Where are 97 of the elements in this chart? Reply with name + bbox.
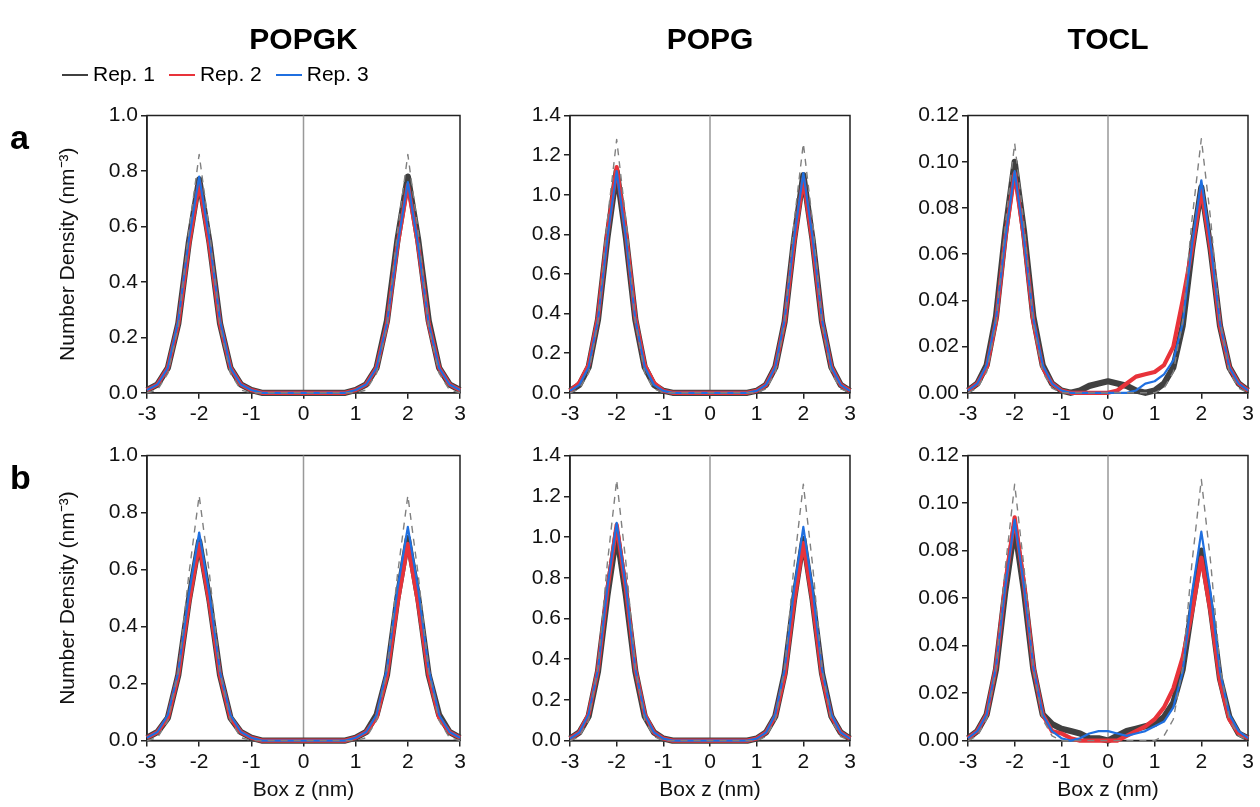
y-tick-label: 1.0 [108, 102, 138, 126]
x-tick-label: -3 [560, 401, 580, 425]
x-tick-label: 0 [1102, 401, 1114, 425]
x-tick-label: 3 [454, 401, 466, 425]
y-tick-label: 0.2 [108, 324, 138, 348]
x-tick-label: -1 [1051, 401, 1071, 425]
y-tick-label: 0.6 [531, 605, 561, 629]
x-tick-label: 2 [401, 401, 414, 425]
x-tick-label: -1 [653, 749, 673, 772]
y-tick-label: 0.12 [918, 442, 959, 466]
y-tick-label: 1.2 [531, 142, 561, 165]
y-tick-label: 1.2 [531, 483, 561, 507]
text: b [10, 458, 31, 497]
y-tick-label: 0.2 [531, 686, 561, 710]
legend-label: Rep. 1 [93, 62, 155, 85]
x-tick-label: 2 [401, 749, 414, 772]
x-tick-label: -1 [653, 401, 673, 425]
x-tick-label: 3 [844, 401, 856, 425]
y-tick-label: 0.06 [918, 584, 959, 608]
y-tick-label: 0.6 [108, 556, 138, 580]
x-tick-label: -3 [560, 749, 580, 772]
y-tick-label: 1.0 [531, 181, 561, 205]
x-tick-label: 0 [297, 401, 310, 425]
chart-title: POPGK [248, 22, 359, 56]
x-axis-title: Box z (nm) [659, 777, 761, 801]
x-tick-label: 2 [797, 401, 810, 425]
y-tick-label: 0.0 [108, 727, 138, 751]
y-tick-label: 0.4 [531, 300, 562, 324]
y-tick-label: 0.2 [108, 670, 138, 694]
x-tick-label: -3 [958, 401, 978, 425]
y-tick-label: 0.6 [531, 260, 561, 284]
y-tick-label: 0.8 [108, 157, 138, 181]
y-tick-label: 0.04 [918, 632, 960, 656]
y-tick-label: 0.4 [531, 645, 562, 669]
y-tick-label: 0.0 [108, 379, 138, 403]
x-tick-label: -3 [137, 401, 157, 425]
y-tick-label: 0.08 [918, 194, 959, 218]
x-tick-label: -3 [958, 749, 978, 772]
y-tick-label: 0.02 [918, 679, 959, 703]
x-tick-label: 1 [349, 749, 362, 772]
x-tick-label: 0 [297, 749, 310, 772]
y-tick-label: 1.4 [531, 442, 562, 466]
legend-label: Rep. 2 [199, 62, 262, 85]
x-tick-label: 2 [1195, 401, 1208, 425]
y-tick-label: 0.10 [918, 148, 959, 172]
y-tick-label: 0.00 [918, 727, 959, 751]
y-tick-label: 0.02 [918, 333, 959, 357]
x-tick-label: 3 [1242, 749, 1254, 772]
y-tick-label: 1.4 [531, 102, 562, 126]
x-axis-title: Box z (nm) [252, 777, 355, 801]
x-tick-label: -2 [607, 401, 627, 425]
y-tick-label: 0.6 [108, 213, 138, 237]
x-tick-label: 0 [704, 749, 716, 772]
y-tick-label: 0.8 [108, 499, 138, 523]
x-tick-label: -2 [607, 749, 627, 772]
x-tick-label: -2 [189, 749, 209, 772]
x-tick-label: 1 [750, 749, 763, 772]
x-tick-label: 3 [454, 749, 466, 772]
x-tick-label: -3 [137, 749, 157, 772]
x-axis-title: Box z (nm) [1057, 777, 1159, 801]
y-tick-label: 0.4 [108, 268, 139, 292]
x-tick-label: 1 [1148, 401, 1161, 425]
y-axis-title: Number Density (nm⁻³) [55, 147, 79, 361]
y-tick-label: 0.00 [918, 379, 959, 403]
x-tick-label: 3 [1242, 401, 1254, 425]
y-tick-label: 0.0 [531, 727, 561, 751]
x-tick-label: 0 [704, 401, 716, 425]
y-tick-label: 0.12 [918, 102, 959, 126]
y-tick-label: 0.04 [918, 287, 960, 311]
x-tick-label: 1 [1148, 749, 1161, 772]
x-tick-label: -2 [1005, 749, 1025, 772]
x-tick-label: 1 [349, 401, 362, 425]
x-tick-label: -1 [241, 401, 261, 425]
x-tick-label: -2 [189, 401, 209, 425]
y-tick-label: 1.0 [108, 442, 138, 466]
x-tick-label: -1 [1051, 749, 1071, 772]
x-tick-label: -2 [1005, 401, 1025, 425]
x-tick-label: 2 [797, 749, 810, 772]
y-tick-label: 0.8 [531, 221, 561, 245]
y-tick-label: 0.8 [531, 564, 561, 588]
x-tick-label: 3 [844, 749, 856, 772]
text: a [10, 118, 29, 157]
x-tick-label: 0 [1102, 749, 1114, 772]
y-tick-label: 0.4 [108, 613, 139, 637]
y-tick-label: 0.08 [918, 537, 959, 561]
y-tick-label: 0.10 [918, 489, 959, 513]
y-tick-label: 0.2 [531, 340, 561, 363]
x-tick-label: -1 [241, 749, 261, 772]
y-tick-label: 1.0 [531, 523, 561, 547]
x-tick-label: 2 [1195, 749, 1208, 772]
chart-title: POPG [665, 22, 755, 56]
legend-label: Rep. 3 [306, 62, 369, 85]
y-tick-label: 0.0 [531, 379, 561, 403]
x-tick-label: 1 [750, 401, 763, 425]
y-axis-title: Number Density (nm⁻³) [55, 491, 79, 705]
y-tick-label: 0.06 [918, 241, 959, 264]
chart-title: TOCL [1066, 22, 1150, 56]
